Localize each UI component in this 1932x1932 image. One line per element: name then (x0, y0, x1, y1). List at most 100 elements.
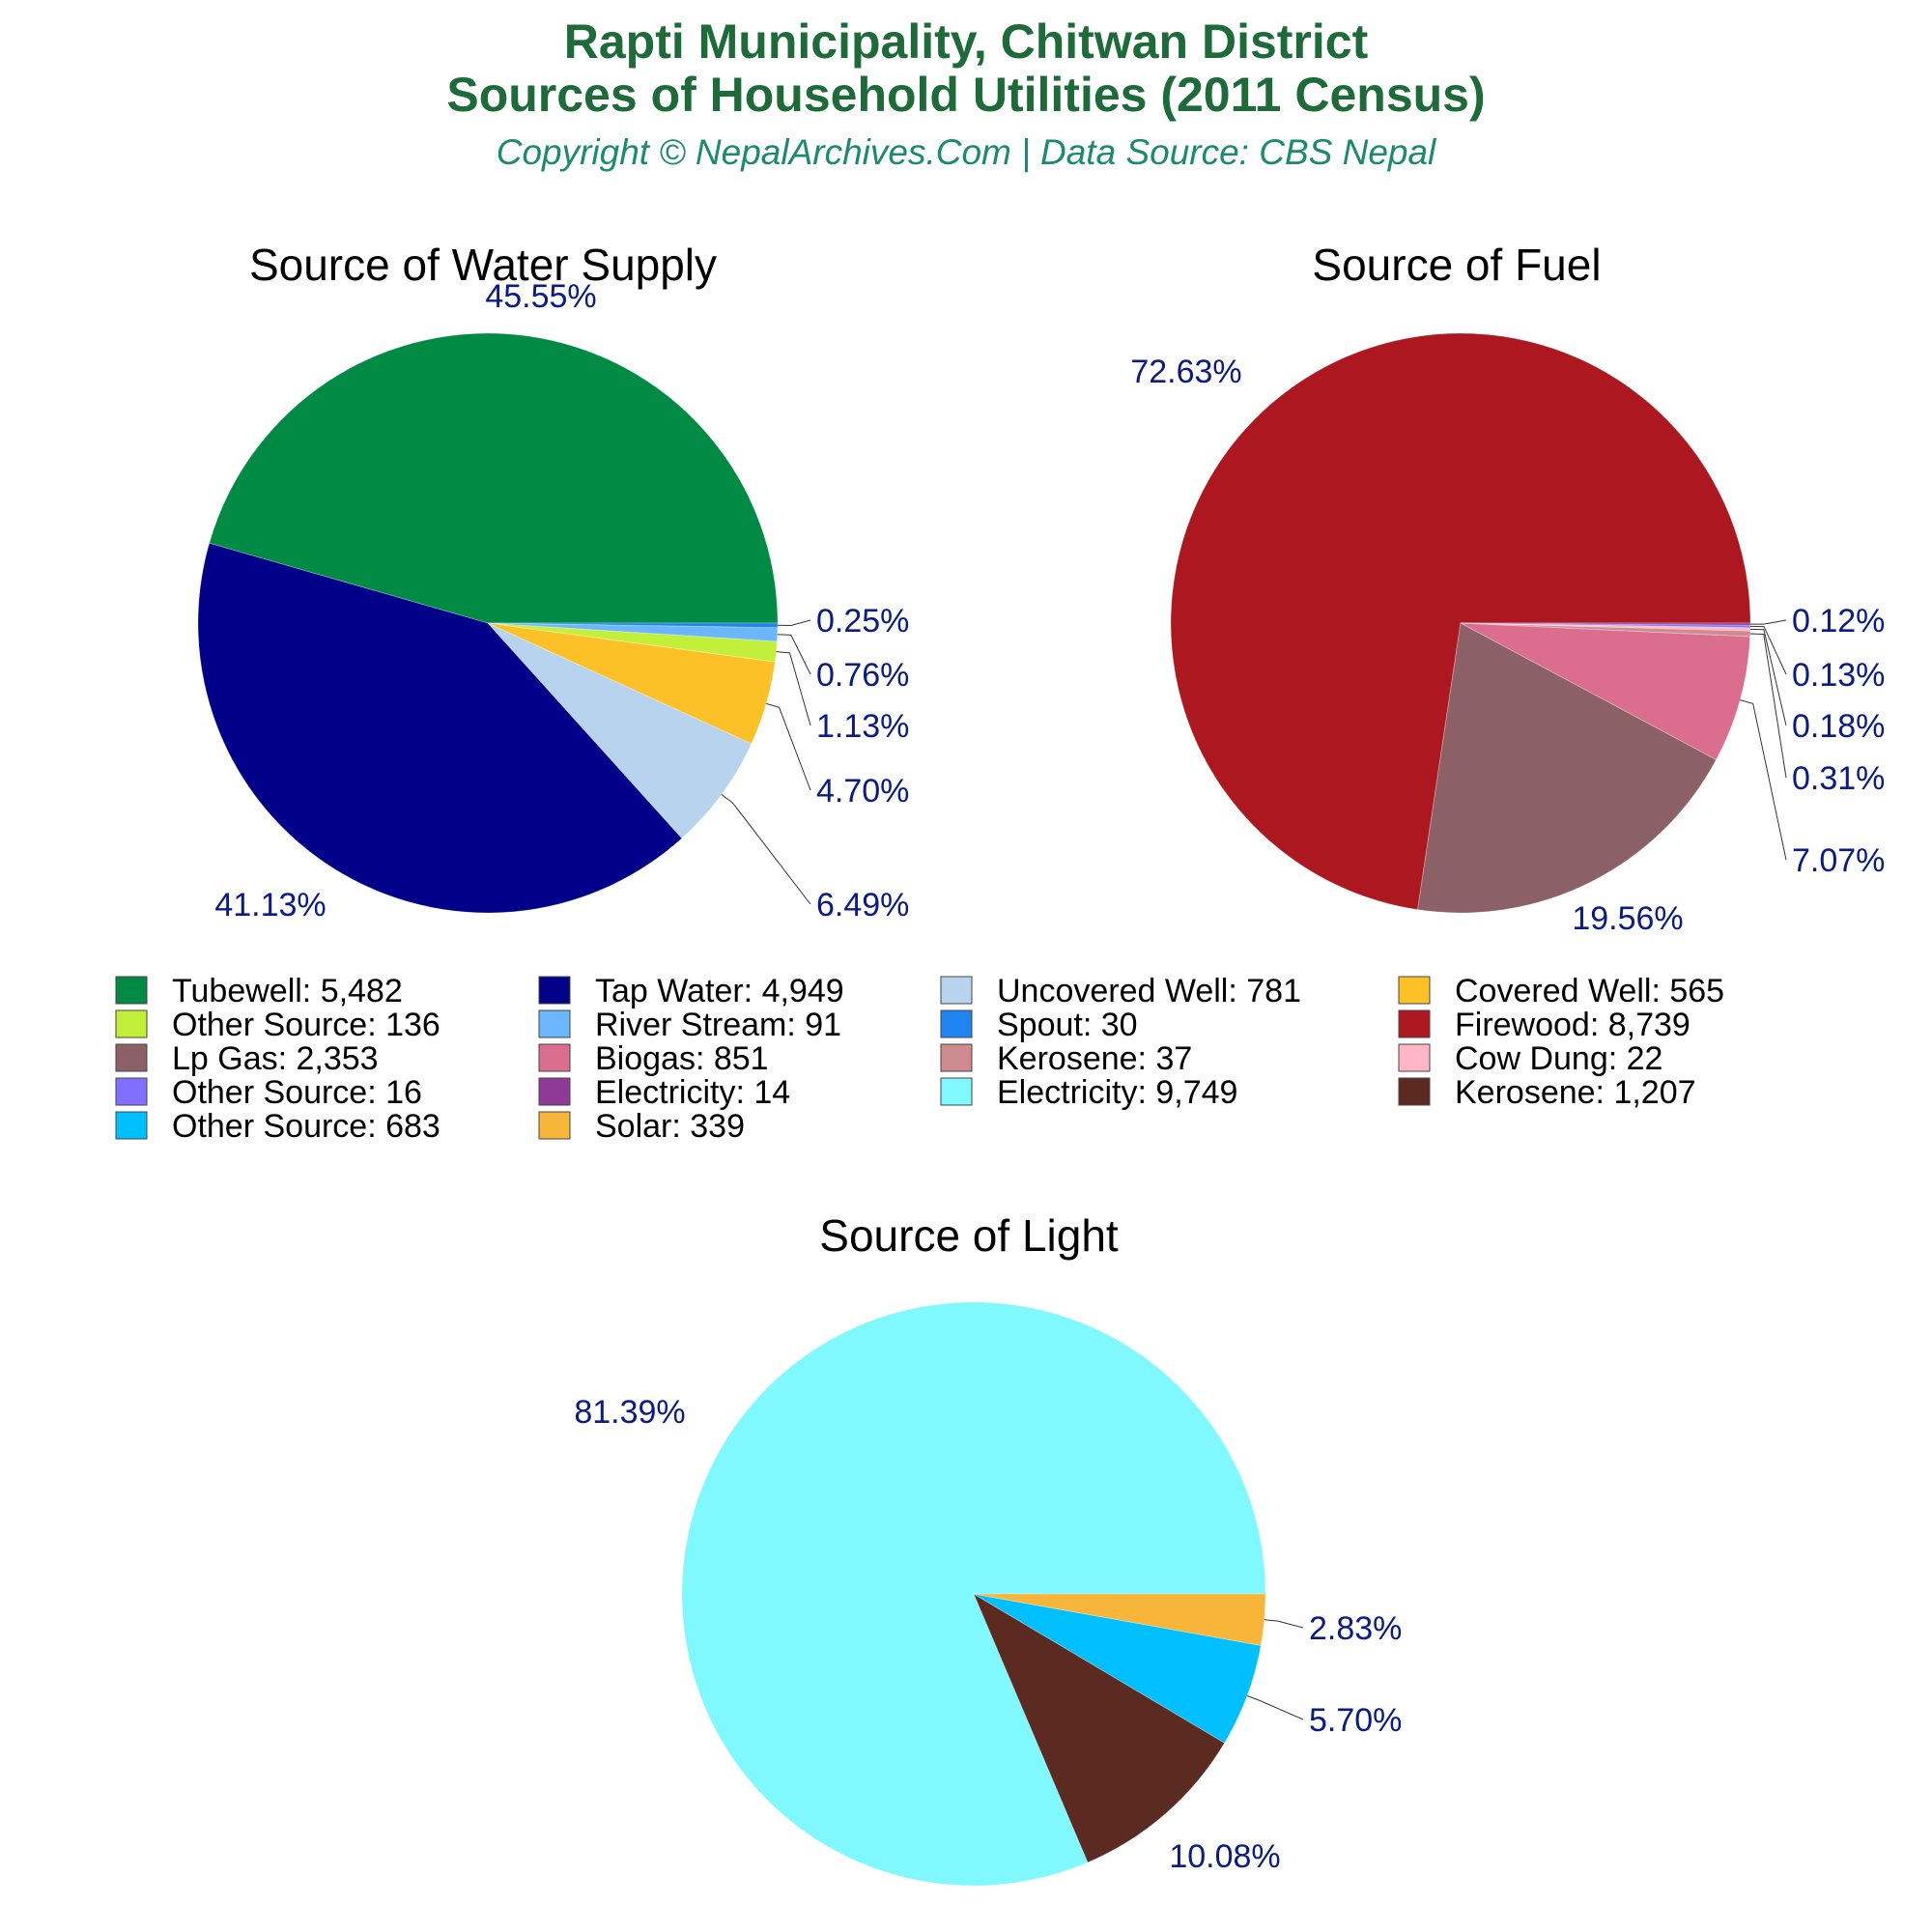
pct-label-solar: 2.83% (1309, 1610, 1402, 1647)
pct-label-river-stream: 0.76% (816, 657, 909, 694)
legend-item: Tap Water: 4,949 (538, 973, 844, 1009)
pct-label-electricity: 81.39% (574, 1394, 685, 1431)
pct-label-biogas: 7.07% (1792, 842, 1885, 879)
pct-label-uncovered-well: 6.49% (816, 887, 909, 923)
pie-labels: 81.39% 10.08% 5.70% 2.83% (574, 1394, 1402, 1875)
figure-title-line1: Rapti Municipality, Chitwan District (564, 14, 1369, 69)
chart-title: Source of Water Supply (249, 240, 717, 290)
pct-label-kerosene: 0.31% (1792, 760, 1885, 797)
leader-line (1749, 628, 1787, 726)
pie-slice-kerosene (973, 1593, 1226, 1863)
legend-item: Lp Gas: 2,353 (115, 1040, 379, 1077)
legend-label: Other Source: 136 (172, 1007, 440, 1043)
legend-label: Cow Dung: 22 (1455, 1040, 1662, 1077)
light-pie-chart: Source of Light 81.39% 10.08% 5.70% 2.83% (574, 1210, 1402, 1887)
leader-line (1749, 633, 1787, 779)
pie-labels: 45.55% 41.13% 6.49% 4.70% 1.13% 0.76% 0.25% (214, 278, 909, 923)
leader-line (776, 651, 811, 726)
legend-label: Solar: 339 (595, 1108, 745, 1145)
pie-labels: 72.63% 19.56% 7.07% 0.31% 0.18% 0.13% 0.12% (1130, 354, 1885, 937)
legend-swatch (538, 1077, 571, 1106)
pie-slice-tubewell (209, 332, 779, 624)
pie-slice-tap-water (197, 542, 683, 914)
pie-slice-spout (487, 622, 779, 629)
legend-swatch (115, 1111, 148, 1140)
leader-line (777, 619, 811, 627)
pct-label-other-source: 5.70% (1309, 1702, 1402, 1739)
legend-item: River Stream: 91 (538, 1007, 841, 1043)
leader-line (777, 634, 811, 675)
pie-slices (1170, 332, 1751, 914)
pie-slice-uncovered-well (487, 622, 753, 839)
legend-item: Uncovered Well: 781 (940, 973, 1301, 1009)
legend-swatch (115, 1043, 148, 1072)
legend-swatch (115, 976, 148, 1005)
legend-item: Other Source: 136 (115, 1007, 440, 1043)
legend-swatch (538, 976, 571, 1005)
legend-label: River Stream: 91 (595, 1007, 841, 1043)
pct-label-other-source: 0.13% (1792, 657, 1885, 694)
pct-label-tap-water: 41.13% (214, 887, 326, 923)
legend-item: Solar: 339 (538, 1108, 745, 1145)
pie-slice-other-source (1460, 622, 1751, 629)
pie-slice-electricity (1460, 622, 1751, 626)
legend-label: Biogas: 851 (595, 1040, 769, 1077)
legend-label: Kerosene: 1,207 (1455, 1074, 1696, 1111)
leader-line (1740, 699, 1787, 861)
pct-label-cow-dung: 0.18% (1792, 708, 1885, 745)
pct-label-other-source: 1.13% (816, 708, 909, 745)
legend-swatch (940, 976, 973, 1005)
legend-label: Kerosene: 37 (997, 1040, 1192, 1077)
legend-label: Electricity: 14 (595, 1074, 790, 1111)
legend-label: Other Source: 16 (172, 1074, 422, 1111)
legend-swatch (1398, 1009, 1431, 1038)
figure-subtitle: Copyright © NepalArchives.Com | Data Sou… (497, 132, 1437, 172)
pie-slice-firewood (1170, 332, 1751, 911)
water-supply-pie-chart: Source of Water Supply 45.55% 41.13% 6.49%… (197, 240, 909, 923)
legend-swatch (1398, 1077, 1431, 1106)
leader-line (1264, 1619, 1304, 1629)
pct-label-covered-well: 4.70% (816, 773, 909, 810)
legend: Tubewell: 5,482 Tap Water: 4,949 Uncovered… (115, 973, 1724, 1145)
legend-label: Covered Well: 565 (1455, 973, 1724, 1009)
legend-label: Firewood: 8,739 (1455, 1007, 1690, 1043)
pie-slice-river-stream (487, 622, 779, 642)
legend-item: Other Source: 683 (115, 1108, 440, 1145)
leader-line (1246, 1695, 1304, 1720)
legend-item: Other Source: 16 (115, 1074, 422, 1111)
legend-item: Covered Well: 565 (1398, 973, 1724, 1009)
pct-label-kerosene: 10.08% (1169, 1838, 1280, 1875)
legend-item: Spout: 30 (940, 1007, 1138, 1043)
legend-label: Other Source: 683 (172, 1108, 440, 1145)
legend-item: Kerosene: 37 (940, 1040, 1192, 1077)
legend-item: Tubewell: 5,482 (115, 973, 403, 1009)
legend-swatch (538, 1009, 571, 1038)
pie-slice-electricity (681, 1301, 1266, 1887)
legend-label: Tubewell: 5,482 (172, 973, 403, 1009)
leader-line (1749, 625, 1787, 675)
legend-label: Spout: 30 (997, 1007, 1138, 1043)
legend-item: Firewood: 8,739 (1398, 1007, 1690, 1043)
pie-slice-lp-gas (1417, 622, 1718, 914)
legend-swatch (940, 1009, 973, 1038)
pct-label-lp-gas: 19.56% (1572, 900, 1683, 937)
legend-swatch (538, 1043, 571, 1072)
leader-line (1750, 619, 1787, 625)
legend-label: Lp Gas: 2,353 (172, 1040, 379, 1077)
leader-line (721, 794, 811, 905)
pct-label-spout: 0.25% (816, 603, 909, 639)
pie-slices (197, 332, 779, 914)
legend-item: Biogas: 851 (538, 1040, 769, 1077)
pct-label-tubewell: 45.55% (485, 278, 596, 315)
legend-item: Cow Dung: 22 (1398, 1040, 1662, 1077)
legend-item: Electricity: 9,749 (940, 1074, 1237, 1111)
legend-swatch (538, 1111, 571, 1140)
pct-label-electricity: 0.12% (1792, 603, 1885, 639)
pie-slice-covered-well (487, 622, 776, 745)
chart-title: Source of Fuel (1312, 240, 1601, 290)
legend-swatch (1398, 1043, 1431, 1072)
legend-label: Electricity: 9,749 (997, 1074, 1237, 1111)
figure-title-line2: Sources of Household Utilities (2011 Cen… (446, 68, 1485, 122)
legend-swatch (115, 1077, 148, 1106)
